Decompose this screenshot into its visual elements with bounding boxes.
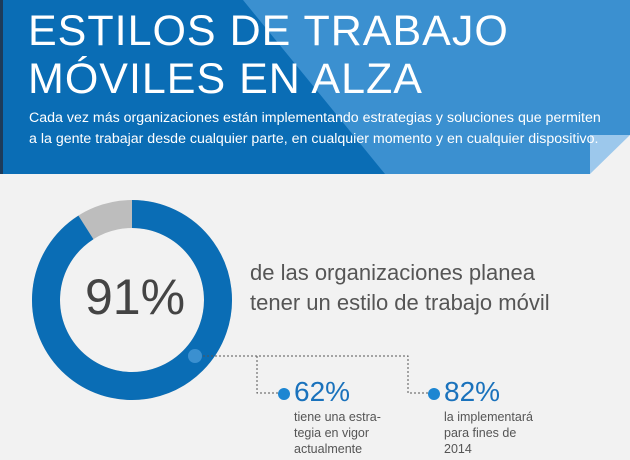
headline-line: tener un estilo de trabajo móvil — [250, 290, 550, 315]
desc-line: tiene una estra- — [294, 410, 381, 424]
title-line-1: ESTILOS DE TRABAJO — [28, 7, 509, 55]
connector-lines — [195, 355, 428, 394]
bullet-dot — [278, 388, 290, 400]
connector-dot — [188, 349, 202, 363]
stat-value: 62% — [294, 376, 351, 407]
desc-line: la implementará — [444, 410, 533, 424]
desc-line: 2014 — [444, 442, 472, 456]
headline: de las organizaciones planea tener un es… — [250, 258, 550, 318]
header-banner — [0, 0, 630, 174]
stat-value: 82% — [444, 376, 501, 407]
desc-line: tegia en vigor — [294, 426, 370, 440]
stat-description: la implementará para fines de 2014 — [444, 409, 533, 457]
desc-line: para fines de — [444, 426, 517, 440]
desc-line: actualmente — [294, 442, 363, 456]
subtitle: Cada vez más organizaciones están implem… — [29, 110, 601, 147]
donut-arc — [32, 200, 232, 400]
headline-line: de las organizaciones planea — [250, 260, 535, 285]
bullet-dot — [428, 388, 440, 400]
title-line-2: MÓVILES EN ALZA — [28, 55, 423, 103]
stat-description: tiene una estra- tegia en vigor actualme… — [294, 409, 381, 457]
donut-percent-label: 91% — [84, 269, 186, 325]
